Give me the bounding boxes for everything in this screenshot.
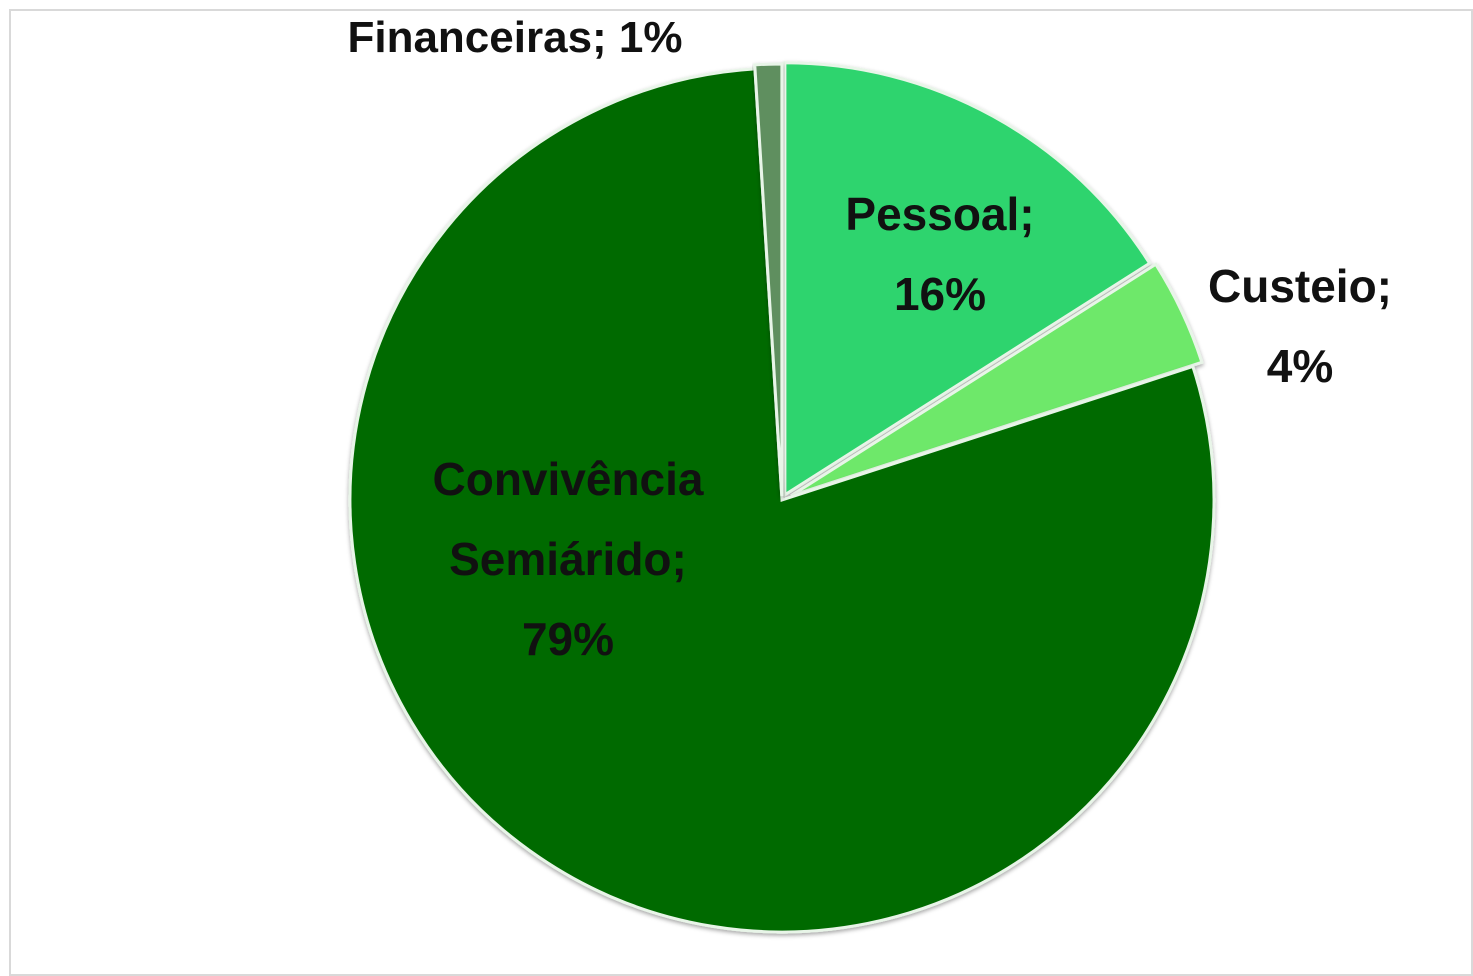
pie-slice — [348, 67, 1216, 934]
label-line: Convivência — [433, 453, 704, 505]
data-label: Pessoal; 16% — [845, 188, 1034, 320]
data-label: Financeiras; 1% — [347, 13, 682, 62]
pie-slice — [790, 262, 1204, 498]
pie-slice — [783, 61, 1152, 498]
label-line: 16% — [894, 268, 986, 320]
label-line: 4% — [1267, 340, 1333, 392]
label-line: Custeio; — [1208, 260, 1392, 312]
label-line: Financeiras; 1% — [347, 13, 682, 62]
label-line: Semiárido; — [449, 533, 687, 585]
label-line: Pessoal; — [845, 188, 1034, 240]
data-label: Convivência Semiárido; 79% — [433, 453, 704, 665]
pie-slice — [753, 62, 784, 497]
label-line: 79% — [522, 613, 614, 665]
data-label: Custeio; 4% — [1208, 260, 1392, 392]
